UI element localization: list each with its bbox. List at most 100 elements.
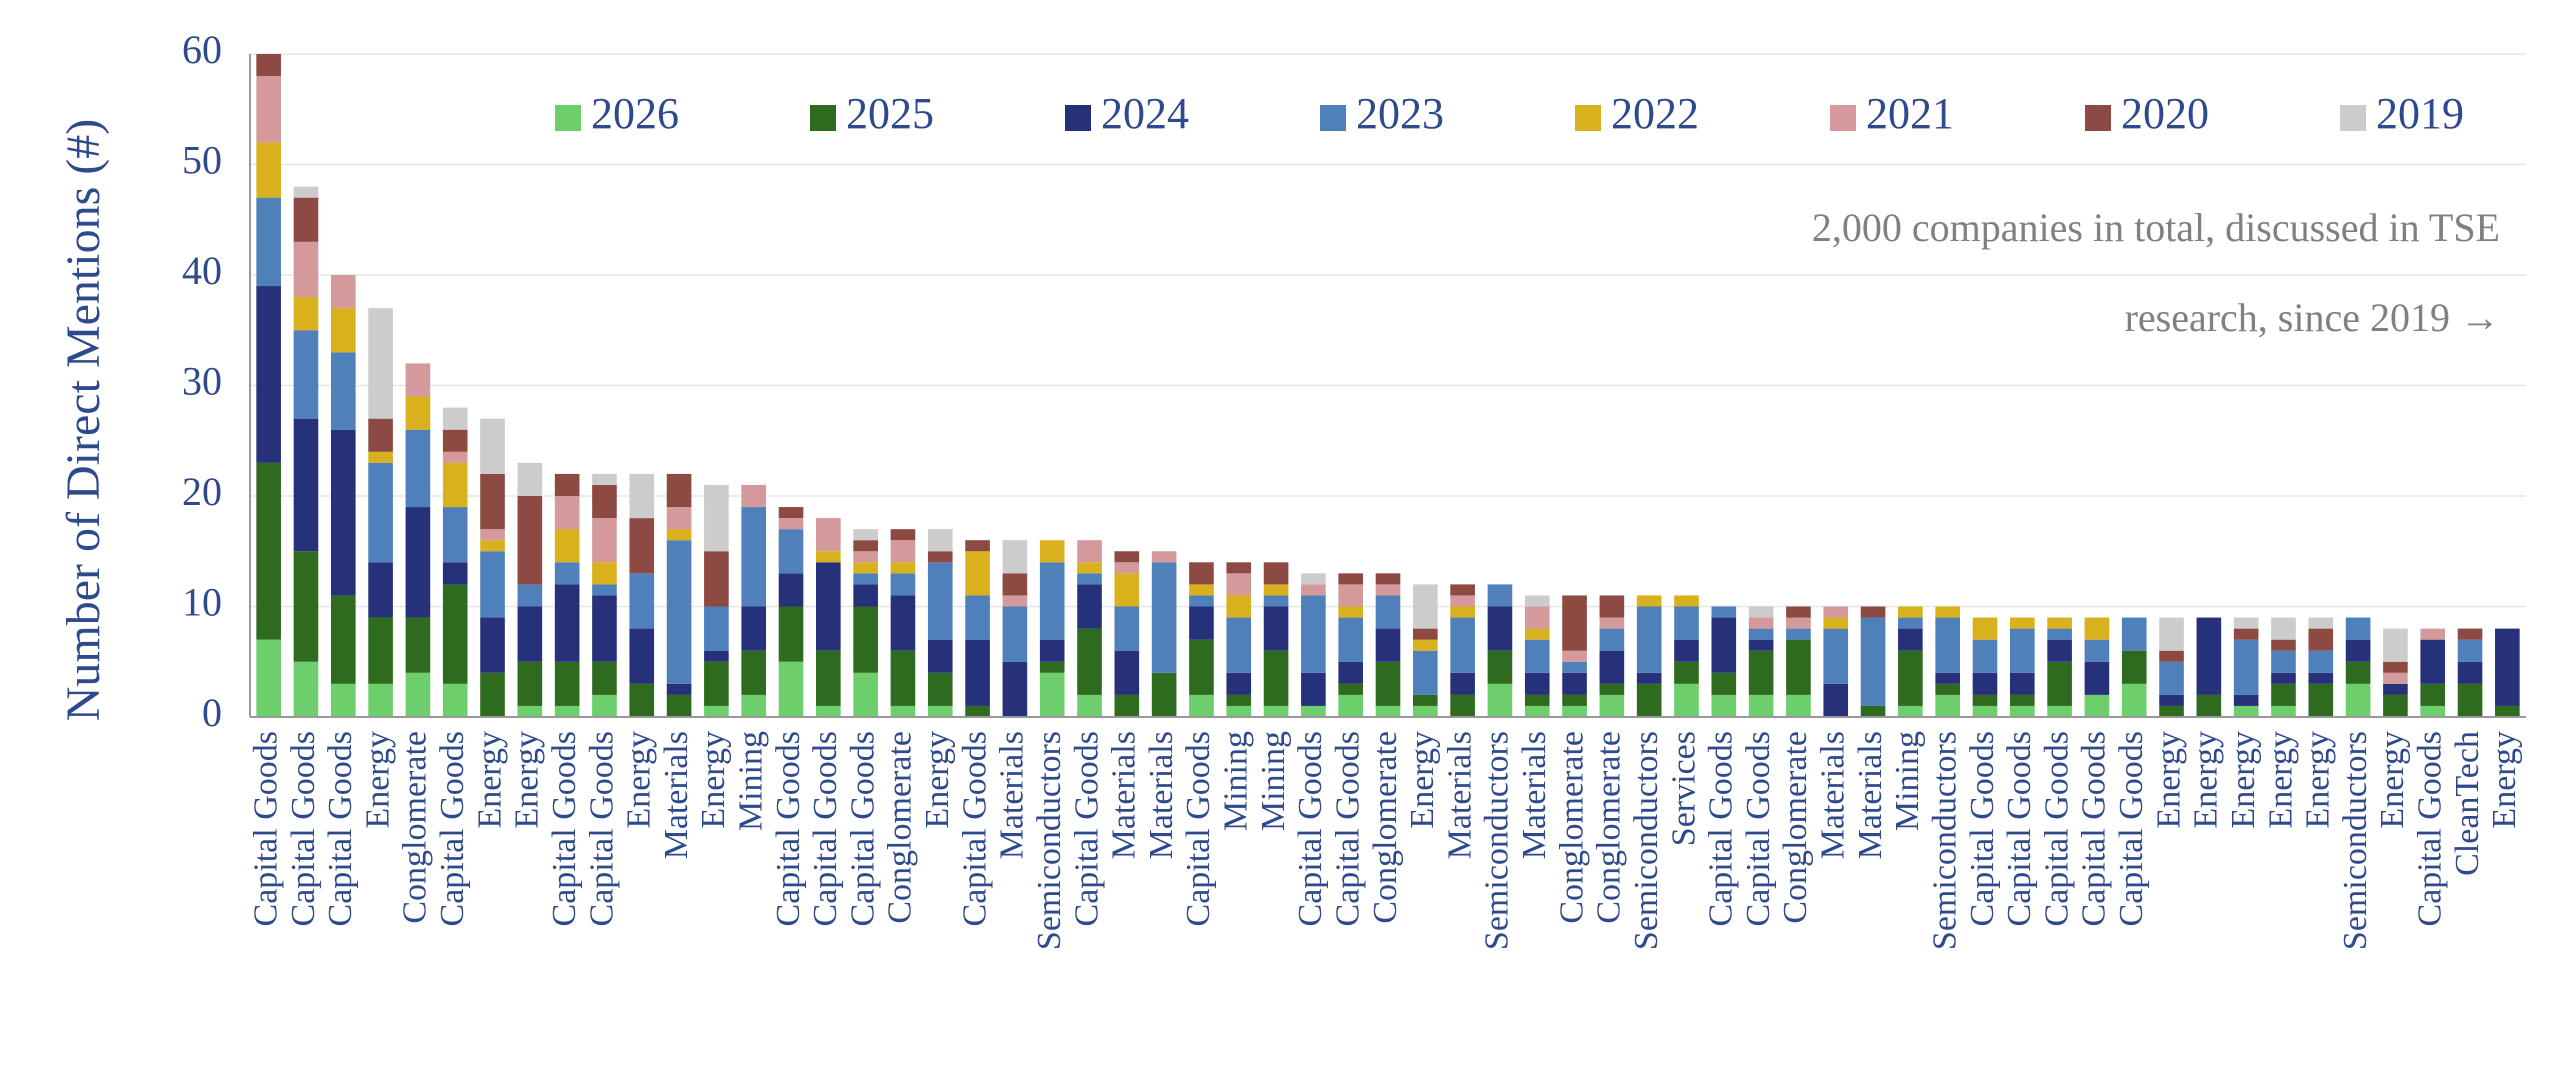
bar-segment [666, 507, 692, 530]
bar-segment [1338, 606, 1364, 618]
x-tick-label: Capital Goods [956, 731, 993, 926]
bar-segment [405, 507, 431, 618]
bar-segment [554, 529, 580, 563]
x-tick-label: Capital Goods [1068, 731, 1105, 926]
bar-segment [2383, 694, 2408, 717]
bar-segment [666, 540, 692, 684]
legend-label: 2025 [846, 89, 934, 138]
bar-segment [1562, 661, 1587, 673]
x-tick-label: Energy [2300, 731, 2337, 829]
x-tick-label: Capital Goods [1703, 731, 1740, 926]
bar-segment [741, 694, 767, 717]
legend-label: 2020 [2121, 89, 2209, 138]
bar-segment [1711, 694, 1737, 717]
legend-swatch [1320, 105, 1346, 131]
bar-segment [2271, 683, 2296, 706]
bar-segment [853, 551, 878, 563]
bar-segment [2009, 628, 2035, 673]
bar-segment [1748, 606, 1774, 618]
x-tick-label: Capital Goods [546, 731, 583, 926]
bar-segment [2271, 705, 2296, 717]
bar-segment [1412, 628, 1438, 640]
bar-segment [2047, 661, 2072, 706]
y-tick-label: 20 [182, 469, 222, 514]
bar-segment [405, 363, 431, 397]
bar-segment [1375, 661, 1401, 706]
bar-segment [1487, 650, 1513, 684]
bar-segment [1039, 562, 1065, 640]
bar-segment [2084, 661, 2110, 695]
x-tick-label: Conglomerate [397, 731, 434, 924]
x-tick-label: CleanTech [2449, 731, 2486, 876]
bar-segment [890, 650, 916, 706]
bar-segment [368, 683, 393, 717]
bar-segment [1562, 694, 1587, 706]
bar-segment [629, 518, 655, 574]
bar-segment [927, 672, 953, 706]
x-tick-label: Energy [2486, 731, 2523, 829]
bar-segment [1898, 628, 1923, 651]
bar-segment [1077, 584, 1102, 629]
bar-segment [2047, 639, 2072, 662]
bar-segment [1114, 562, 1140, 574]
bar-segment [1338, 573, 1364, 585]
x-tick-label: Capital Goods [322, 731, 359, 926]
bar-segment [1226, 694, 1252, 706]
bar-segment [741, 507, 767, 607]
bar-segment [405, 617, 431, 673]
bar-segment [1748, 694, 1774, 717]
bar-segment [1748, 628, 1774, 640]
bar-segment [2457, 628, 2483, 640]
bar-segment [1524, 694, 1550, 706]
bar-segment [1599, 683, 1625, 695]
bar-segment [1002, 661, 1028, 717]
bar-segment [293, 330, 319, 419]
bar-segment [890, 705, 916, 717]
x-tick-label: Capital Goods [583, 731, 620, 926]
bar-segment [1263, 650, 1289, 706]
x-tick-label: Energy [2262, 731, 2299, 829]
bar-segment [1189, 694, 1214, 717]
bar-segment [1599, 628, 1625, 651]
bar-segment [256, 462, 281, 640]
bar-segment [293, 661, 319, 717]
x-tick-label: Semiconductors [1926, 731, 1963, 950]
bar-segment [1450, 595, 1475, 607]
legend-label: 2024 [1101, 89, 1189, 138]
x-tick-label: Semiconductors [1628, 731, 1665, 950]
bar-segment [2345, 639, 2371, 662]
bar-segment [704, 484, 729, 552]
bar-segment [2420, 683, 2446, 706]
x-tick-label: Capital Goods [1329, 731, 1366, 926]
x-tick-label: Energy [2225, 731, 2262, 829]
bar-segment [2121, 650, 2147, 684]
bar-segment [1375, 595, 1401, 629]
bar-segment [1636, 606, 1662, 673]
bar-segment [704, 705, 729, 717]
bar-segment [1077, 540, 1102, 563]
x-tick-label: Capital Goods [1292, 731, 1329, 926]
x-tick-label: Materials [1143, 731, 1180, 859]
bar-segment [2308, 672, 2334, 684]
annotation: research, since 2019 → [2125, 295, 2500, 340]
x-tick-label: Semiconductors [1031, 731, 1068, 950]
bar-segment [1711, 617, 1737, 673]
bar-segment [666, 473, 692, 508]
bar-segment [965, 540, 990, 552]
bar-segment [965, 705, 990, 717]
bar-segment [1935, 694, 1960, 717]
y-axis-title: Number of Direct Mentions (#) [57, 119, 110, 722]
bar-segment [293, 197, 319, 242]
bar-segment [2159, 694, 2184, 706]
bar-segment [927, 551, 953, 563]
y-tick-label: 50 [182, 138, 222, 183]
bar-segment [778, 507, 804, 519]
bar-segment [592, 661, 617, 695]
x-tick-label: Materials [1106, 731, 1143, 859]
bar-segment [778, 573, 804, 607]
bar-segment [1189, 562, 1214, 585]
bar-segment [853, 672, 878, 717]
bar-segment [1487, 606, 1513, 651]
bar-segment [1674, 606, 1699, 640]
bar-segment [256, 76, 281, 143]
